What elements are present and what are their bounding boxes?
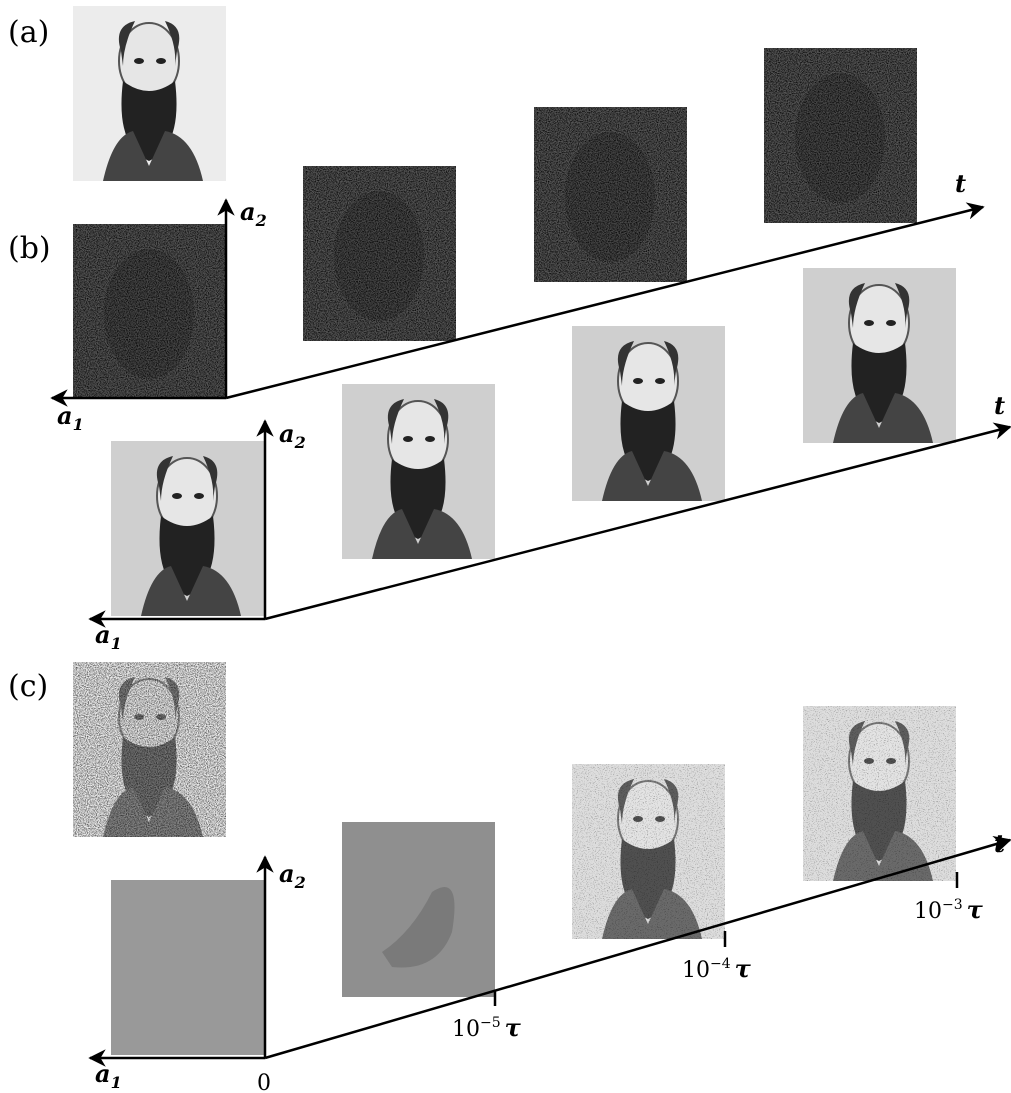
axis-label: a2 (240, 197, 267, 230)
image-panel (73, 662, 226, 837)
image-panel (803, 706, 956, 881)
panel-label: (c) (8, 669, 48, 704)
time-axis-label: t (955, 169, 966, 198)
panel-label: (b) (8, 231, 51, 266)
image-panel (303, 166, 456, 341)
image-panel (111, 880, 264, 1055)
image-panel (342, 822, 495, 997)
text-part: 10 (452, 1017, 480, 1042)
text-part: a (279, 859, 295, 888)
text-part: 1 (111, 1073, 122, 1092)
text-part: a (279, 419, 295, 448)
panel-label: (a) (8, 15, 49, 50)
image-panel (764, 48, 917, 223)
text-part: −4 (710, 956, 731, 972)
time-axis-label: t (994, 391, 1005, 420)
axis-label: a1 (57, 401, 84, 434)
image-panel (342, 822, 495, 997)
text-part: a (240, 197, 256, 226)
image-panel (111, 441, 264, 616)
image-panel (534, 107, 687, 282)
text-part: 10 (914, 899, 942, 924)
image-panel (73, 224, 226, 399)
image-panel (342, 384, 495, 559)
axis-label: a1 (95, 1059, 122, 1092)
image-panel (73, 6, 226, 181)
time-axis-label: t (994, 829, 1005, 858)
text-part: 2 (294, 433, 306, 452)
text-part: 10 (682, 958, 710, 983)
text-part: −3 (942, 897, 963, 913)
axis-label: a2 (279, 419, 306, 452)
text-part: τ (505, 1013, 522, 1042)
text-part: 1 (73, 415, 84, 434)
image-panel (803, 268, 956, 443)
figure: (a) (b) t a2 a1 t a2 a1 (c) t a2 a1 0 10… (0, 0, 1011, 1093)
text-part: a (57, 401, 73, 430)
text-part: 2 (255, 211, 267, 230)
text-part: τ (967, 895, 984, 924)
text-part: 2 (294, 873, 306, 892)
text-part: a (95, 620, 111, 649)
image-panel (73, 662, 226, 837)
text-part: 1 (111, 634, 122, 653)
axis-label: a2 (279, 859, 306, 892)
image-panel (572, 326, 725, 501)
text-part: −5 (480, 1015, 501, 1031)
axis-label: a1 (95, 620, 122, 653)
text-part: τ (735, 954, 752, 983)
origin-label: 0 (257, 1071, 271, 1093)
image-panel (572, 764, 725, 939)
text-part: a (95, 1059, 111, 1088)
